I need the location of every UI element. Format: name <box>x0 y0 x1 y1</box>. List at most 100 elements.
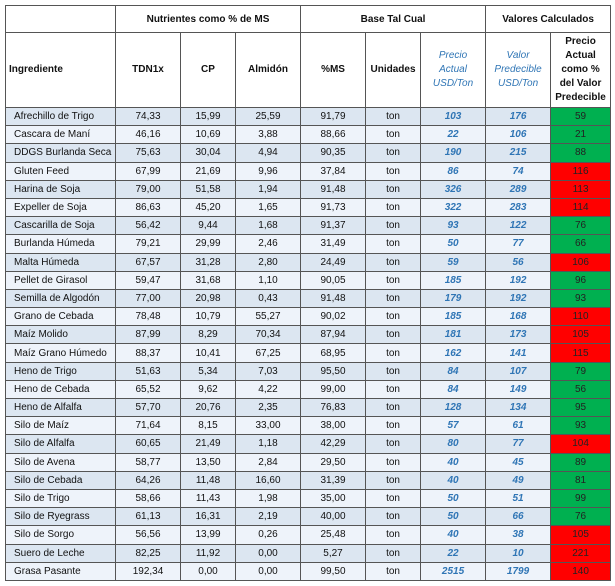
table-cell: 87,99 <box>115 325 181 345</box>
table-cell: 88,66 <box>300 125 367 145</box>
table-cell: 0,00 <box>234 561 302 581</box>
table-cell: 1,65 <box>234 197 302 218</box>
table-cell: ton <box>365 179 422 199</box>
ingredient-name: Silo de Avena <box>5 452 116 472</box>
column-header: Precio Actual como % del Valor Predecibl… <box>550 32 612 108</box>
table-cell: 40,00 <box>300 507 367 527</box>
table-cell: 5,34 <box>180 361 236 381</box>
table-cell: 11,92 <box>180 543 236 563</box>
column-header: Precio Actual USD/Ton <box>420 32 487 108</box>
table-cell: 68,95 <box>300 343 367 363</box>
table-cell: ton <box>365 270 422 290</box>
table-cell: 10,41 <box>180 343 236 363</box>
status-cell: 99 <box>550 488 612 509</box>
table-cell: 88,37 <box>115 343 181 363</box>
table-cell: 40 <box>420 525 487 545</box>
table-cell: 45 <box>485 452 552 472</box>
table-cell: 0,43 <box>234 288 302 309</box>
table-cell: 79,21 <box>115 234 181 254</box>
table-cell: 90,35 <box>300 143 367 163</box>
table-row: DDGS Burlanda Seca 75,63 30,04 4,94 90,35 ton… <box>5 143 612 163</box>
table-cell: 168 <box>485 307 552 327</box>
status-cell: 114 <box>550 197 612 218</box>
status-cell: 105 <box>550 325 612 345</box>
ingredient-name: Grano de Cebada <box>5 307 116 327</box>
table-cell: 25,48 <box>300 525 367 545</box>
table-cell: 84 <box>420 361 487 381</box>
table-cell: 31,39 <box>300 470 367 490</box>
table-cell: 64,26 <box>115 470 181 490</box>
table-cell: 37,84 <box>300 161 367 181</box>
ingredient-name: Maíz Molido <box>5 325 116 345</box>
table-cell: 149 <box>485 379 552 400</box>
status-cell: 76 <box>550 216 612 236</box>
table-cell: 90,05 <box>300 270 367 290</box>
table-cell: ton <box>365 325 422 345</box>
status-cell: 104 <box>550 434 612 454</box>
status-cell: 88 <box>550 143 612 163</box>
ingredient-name: DDGS Burlanda Seca <box>5 143 116 163</box>
table-cell: 10 <box>485 543 552 563</box>
table-cell: 192 <box>485 270 552 290</box>
table-cell: 99,00 <box>300 379 367 400</box>
table-row: Cascara de Maní 46,16 10,69 3,88 88,66 ton 22 1… <box>5 125 612 145</box>
table-cell: 1,18 <box>234 434 302 454</box>
table-cell: 60,65 <box>115 434 181 454</box>
table-cell: 55,27 <box>234 307 302 327</box>
table-cell: ton <box>365 470 422 490</box>
table-cell: 40 <box>420 452 487 472</box>
table-cell: ton <box>365 343 422 363</box>
table-cell: 91,48 <box>300 179 367 199</box>
table-cell: 10,69 <box>180 125 236 145</box>
table-cell: 74,33 <box>115 106 181 127</box>
table-cell: 122 <box>485 216 552 236</box>
table-cell: 70,34 <box>234 325 302 345</box>
table-cell: 8,29 <box>180 325 236 345</box>
nutrient-table: Nutrientes como % de MS Base Tal Cual Va… <box>5 5 612 581</box>
table-cell: 91,73 <box>300 197 367 218</box>
column-header: Ingrediente <box>5 32 116 108</box>
table-cell: 283 <box>485 197 552 218</box>
table-cell: ton <box>365 307 422 327</box>
table-cell: 51,63 <box>115 361 181 381</box>
table-row: Gluten Feed 67,99 21,69 9,96 37,84 ton 86 74 116 <box>5 161 612 181</box>
table-cell: ton <box>365 216 422 236</box>
table-cell: 9,44 <box>180 216 236 236</box>
table-cell: 185 <box>420 307 487 327</box>
table-cell: 95,50 <box>300 361 367 381</box>
table-cell: 66 <box>485 507 552 527</box>
table-cell: 13,99 <box>180 525 236 545</box>
table-cell: 4,22 <box>234 379 302 400</box>
status-cell: 110 <box>550 307 612 327</box>
table-cell: 58,77 <box>115 452 181 472</box>
table-cell: 21,69 <box>180 161 236 181</box>
table-cell: 13,50 <box>180 452 236 472</box>
ingredient-name: Expeller de Soja <box>5 197 116 218</box>
table-row: Cascarilla de Soja 56,42 9,44 1,68 91,37 ton 9… <box>5 216 612 236</box>
table-cell: 2,46 <box>234 234 302 254</box>
table-cell: 65,52 <box>115 379 181 400</box>
table-cell: 134 <box>485 397 552 418</box>
table-cell: 57 <box>420 416 487 436</box>
table-row: Silo de Cebada 64,26 11,48 16,60 31,39 ton 40 4… <box>5 470 612 490</box>
table-cell: 2,19 <box>234 507 302 527</box>
status-cell: 76 <box>550 507 612 527</box>
table-cell: 38,00 <box>300 416 367 436</box>
table-row: Harina de Soja 79,00 51,58 1,94 91,48 ton 326 2… <box>5 179 612 199</box>
table-cell: 128 <box>420 397 487 418</box>
status-cell: 93 <box>550 288 612 309</box>
table-row: Silo de Maíz 71,64 8,15 33,00 38,00 ton 57 61 93 <box>5 416 612 436</box>
table-cell: ton <box>365 543 422 563</box>
table-cell: ton <box>365 452 422 472</box>
table-cell: 29,99 <box>180 234 236 254</box>
column-header: %MS <box>300 32 367 108</box>
table-cell: 33,00 <box>234 416 302 436</box>
table-row: Silo de Sorgo 56,56 13,99 0,26 25,48 ton 40 38 1… <box>5 525 612 545</box>
column-header: TDN1x <box>115 32 181 108</box>
blank <box>5 5 116 33</box>
table-cell: 30,04 <box>180 143 236 163</box>
header-row: Ingrediente TDN1x CP Almidón %MS Unidades Prec… <box>5 32 612 108</box>
table-cell: 3,88 <box>234 125 302 145</box>
ingredient-name: Suero de Leche <box>5 543 116 563</box>
ingredient-name: Harina de Soja <box>5 179 116 199</box>
